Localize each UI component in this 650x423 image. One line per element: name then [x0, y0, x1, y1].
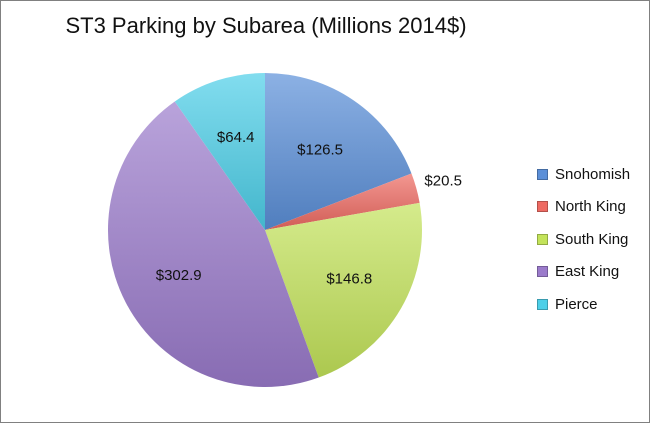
legend-swatch [537, 266, 548, 278]
legend-item-north-king: North King [537, 191, 630, 224]
legend-swatch [537, 168, 548, 180]
pie-slice-pierce [174, 73, 265, 230]
pie-slices [107, 72, 423, 388]
legend-label: South King [555, 230, 629, 248]
pie-slice-north-king [265, 173, 420, 230]
pie-slice-east-king [107, 101, 319, 388]
slice-labels: $126.5 $20.5 $146.8 $302.9 $64.4 [156, 129, 462, 288]
data-label-south-king: $146.8 [326, 271, 372, 288]
legend: Snohomish North King South King East King Pi… [537, 158, 630, 321]
data-label-east-king: $302.9 [156, 267, 202, 284]
legend-label: North King [555, 198, 626, 216]
legend-item-pierce: Pierce [537, 288, 630, 321]
legend-item-east-king: East King [537, 256, 630, 289]
data-label-north-king: $20.5 [424, 173, 462, 190]
legend-label: East King [555, 263, 620, 281]
data-label-pierce: $64.4 [217, 129, 255, 146]
legend-item-south-king: South King [537, 223, 630, 256]
data-label-snohomish: $126.5 [297, 142, 343, 159]
legend-label: Snohomish [555, 165, 631, 183]
legend-swatch [537, 233, 548, 245]
legend-item-snohomish: Snohomish [537, 158, 630, 191]
legend-label: Pierce [555, 295, 598, 313]
legend-swatch [537, 201, 548, 213]
chart-title: ST3 Parking by Subarea (Millions 2014$) [65, 13, 467, 38]
pie-slice-snohomish [265, 72, 412, 230]
pie-slice-south-king [265, 202, 423, 378]
legend-swatch [537, 298, 548, 310]
